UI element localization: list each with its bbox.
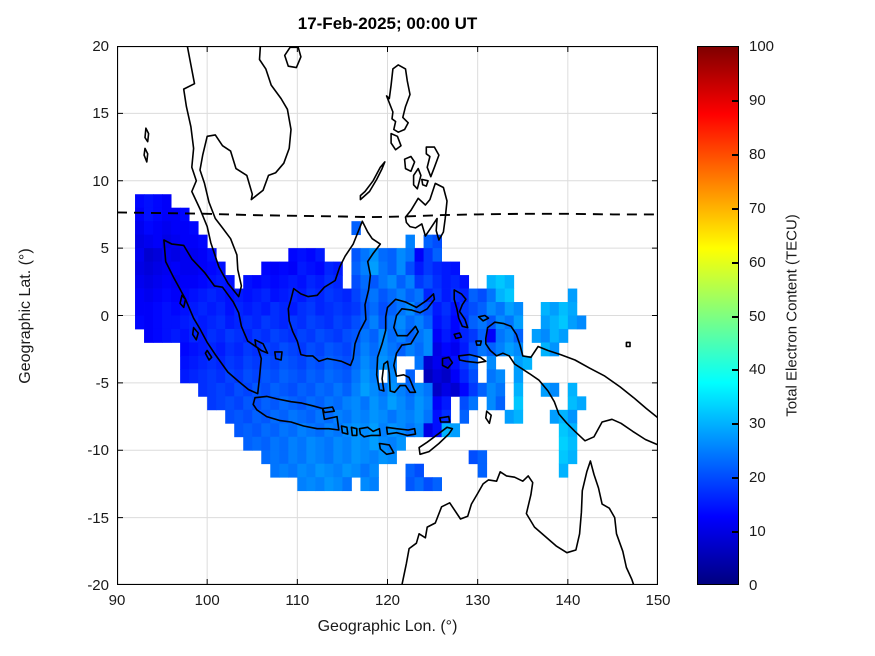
colorbar-tick-mark [732,315,738,318]
colorbar-tick-label: 50 [749,307,766,325]
coastline-sulawesi [375,293,436,394]
coastline-madura [321,406,336,414]
coastline-buru [441,356,454,369]
coastline-sumatra [163,239,263,395]
coastline-new-guinea-north [485,321,658,419]
magnetic-equator-line [117,211,658,219]
y-tick-label: -10 [87,442,109,460]
coastline-sumbawa [358,426,382,438]
colorbar-tick-label: 40 [749,361,766,379]
coastline-mindanao [404,182,448,241]
colorbar-tick-label: 70 [749,199,766,217]
x-tick-label: 90 [108,592,126,609]
coastline-hainan [283,46,302,69]
colorbar-tick-label: 30 [749,415,766,433]
coastline-palawan [359,161,386,201]
colorbar-tick-mark [732,423,738,426]
map-plot-canvas [117,46,658,585]
coastline-luzon [385,64,411,133]
x-tick-label: 150 [645,592,671,609]
colorbar-tick-label: 90 [749,91,766,109]
colorbar-tick-label: 20 [749,469,766,487]
coastline-mindoro [390,132,402,151]
y-tick-label: 20 [92,38,109,55]
coastline-bali [340,425,349,435]
plot-border [117,46,658,585]
coastline-belitung [274,351,283,361]
colorbar-tick-label: 60 [749,253,766,271]
coastline-australia [401,460,635,585]
coastline-lombok [350,426,358,437]
y-tick-label: -15 [87,509,109,527]
coastline-wetar [439,415,451,423]
colorbar-tick-mark [732,99,738,102]
coastline-seram [457,353,487,364]
x-tick-label: 100 [194,592,220,609]
y-tick-label: -20 [87,577,109,594]
y-tick-label: -5 [95,374,109,392]
colorbar-tick-mark [732,261,738,264]
colorbar-tick-mark [732,207,738,210]
coastline-siberut [191,326,199,341]
coastlines [143,46,658,585]
coastline-mainland-sea [182,46,292,298]
colorbar-tick-mark [732,531,738,534]
colorbar-tick-mark [732,477,738,480]
coastline-obi [453,332,463,340]
coastline-tanimbar [485,410,492,425]
coastline-negros [412,167,422,190]
coastline-andaman-1 [144,127,150,143]
map-plot [117,46,658,585]
tec-cells [135,194,587,492]
coastline-pagai [204,349,213,361]
coastline-nias [179,294,187,309]
colorbar-tick-label: 100 [749,38,775,55]
colorbar-tick-label: 10 [749,523,766,541]
x-tick-label: 140 [555,592,581,609]
coastline-bohol [421,178,429,187]
plot-title: 17-Feb-2025; 00:00 UT [297,14,478,33]
y-axis-label: Geographic Lat. (°) [17,248,34,384]
y-tick-label: 10 [92,172,109,190]
coastline-borneo [287,220,382,367]
coastline-bangka [254,339,269,354]
coastline-new-guinea-south [485,337,658,446]
coastline-misool [475,340,483,346]
colorbar-tick-mark [732,369,738,372]
coastline-samar-leyte [425,146,440,178]
colorbar-tick-label: 0 [749,577,758,594]
coastline-sumba [378,442,395,456]
x-tick-label: 110 [285,592,310,609]
y-tick-label: 5 [100,240,109,258]
colorbar [697,46,739,585]
coastline-halmahera [453,289,469,329]
colorbar-tick-label: 80 [749,145,766,163]
colorbar-tick-mark [732,153,738,156]
coastline-flores [385,426,417,437]
coastline-java [252,395,340,431]
coastline-waigeo [477,314,490,322]
coastline-admiralty-island [625,341,631,348]
coastline-panay [403,155,416,173]
coastline-andaman-2 [143,147,149,163]
y-tick-label: 15 [92,105,109,123]
x-tick-label: 120 [374,592,401,609]
colorbar-label: Total Electron Content (TECU) [783,214,801,417]
x-axis-label: Geographic Lon. (°) [317,618,458,635]
y-tick-label: 0 [100,307,109,325]
x-tick-label: 130 [465,592,491,609]
coastline-timor [418,426,454,456]
